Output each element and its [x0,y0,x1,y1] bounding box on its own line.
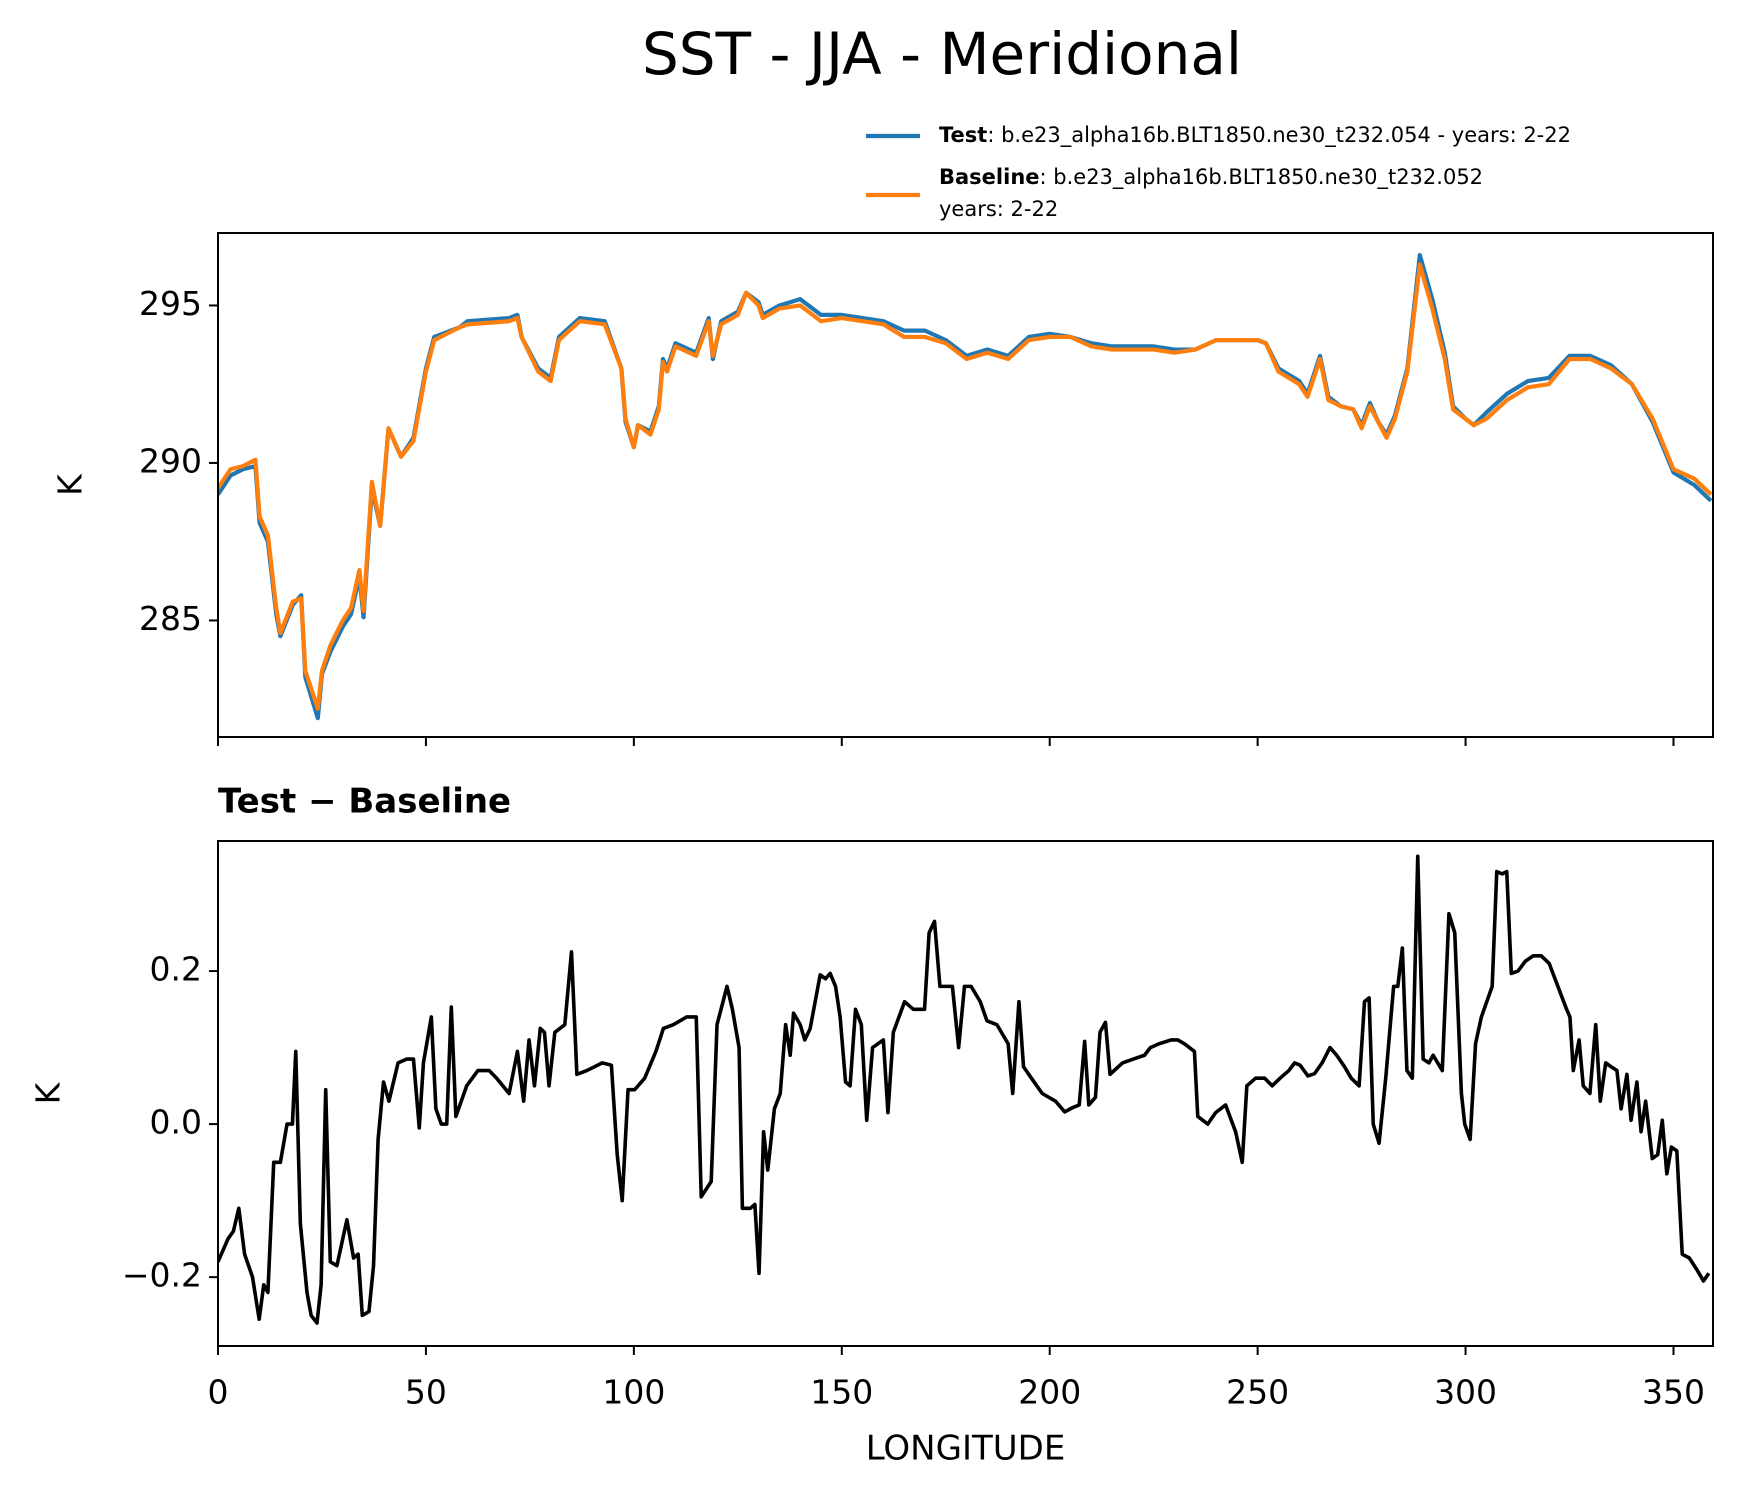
legend-description: years: 2-22 [939,197,1058,221]
y-axis-label: K [29,1081,68,1104]
y-tick-label: 285 [139,599,202,638]
legend-description: : b.e23_alpha16b.BLT1850.ne30_t232.054 -… [987,123,1571,148]
y-axis-label: K [51,473,90,496]
legend-name: Test [939,123,987,147]
legend-label: Test: b.e23_alpha16b.BLT1850.ne30_t232.0… [939,123,1571,148]
y-tick-label: 295 [139,284,202,323]
x-tick-label: 50 [405,1373,447,1412]
y-tick-label: −0.2 [122,1256,202,1295]
y-tick-label: 0.0 [150,1103,202,1142]
y-tick-label: 0.2 [150,950,202,989]
axes-title: Test − Baseline [218,782,511,822]
legend-label: Baseline: b.e23_alpha16b.BLT1850.ne30_t2… [939,165,1483,190]
axes-frame [217,232,1714,738]
axes-frame [217,840,1714,1347]
x-tick-label: 350 [1642,1373,1705,1412]
x-tick-label: 250 [1226,1373,1289,1412]
x-tick-label: 200 [1018,1373,1081,1412]
x-tick-label: 100 [602,1373,665,1412]
figure-title: SST - JJA - Meridional [642,20,1242,88]
legend-name: Baseline [939,165,1040,189]
y-tick-label: 290 [139,441,202,480]
x-tick-label: 0 [208,1373,229,1412]
x-tick-label: 300 [1434,1373,1497,1412]
x-tick-label: 150 [810,1373,873,1412]
data-line [218,262,1713,711]
x-axis-label: LONGITUDE [866,1429,1066,1469]
legend-description: : b.e23_alpha16b.BLT1850.ne30_t232.052 [1040,165,1484,190]
data-line [218,854,1711,1325]
